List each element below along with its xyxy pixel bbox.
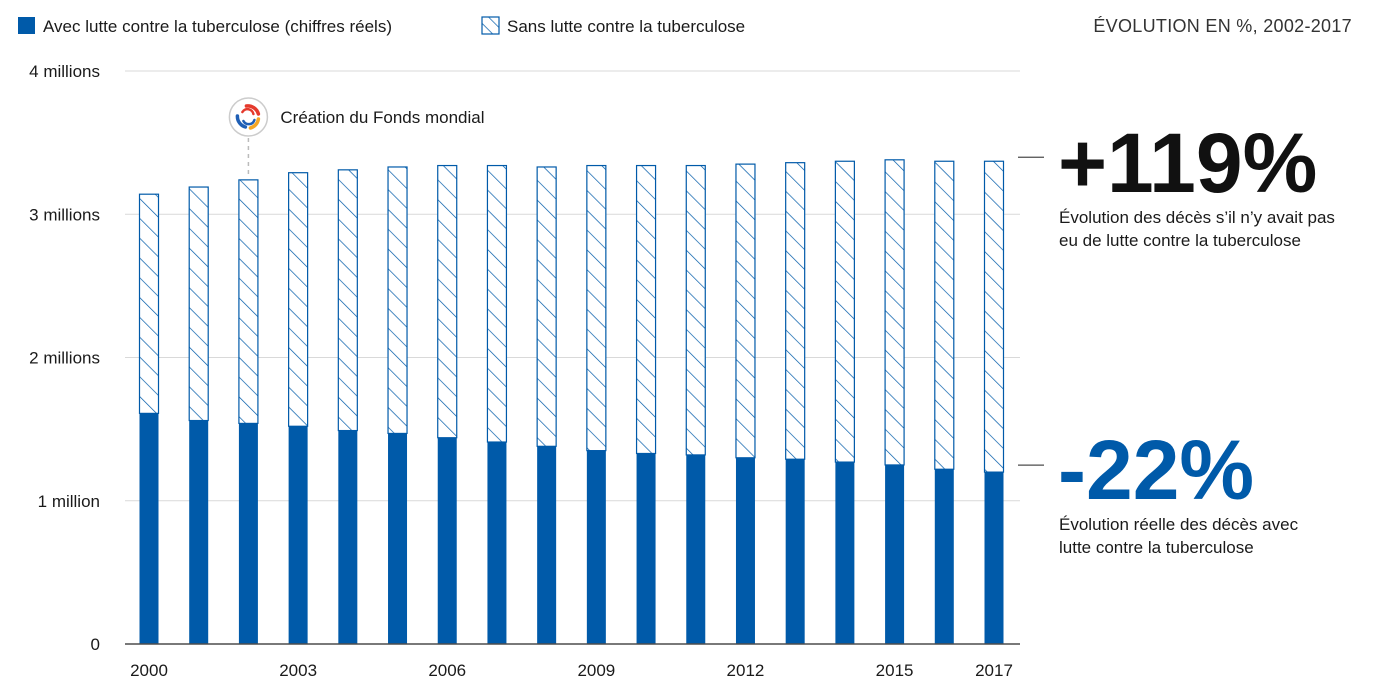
bar-real	[785, 459, 805, 644]
bar-real	[636, 453, 656, 644]
callout-counterfactual: +119% Évolution des décès s’il n’y avait…	[1018, 116, 1335, 250]
bar-counterfactual	[785, 162, 806, 460]
bar-counterfactual	[586, 164, 607, 452]
y-tick-label: 0	[91, 635, 100, 654]
legend-label-counterfactual: Sans lutte contre la tuberculose	[507, 17, 745, 36]
y-tick-label: 1 million	[38, 492, 100, 511]
bar-counterfactual	[238, 179, 259, 424]
bar-counterfactual	[188, 186, 209, 422]
legend: Avec lutte contre la tuberculose (chiffr…	[18, 16, 745, 36]
bar-real	[934, 469, 954, 644]
legend-label-real: Avec lutte contre la tuberculose (chiffr…	[43, 17, 392, 36]
bars	[138, 159, 1005, 644]
callout-counterfactual-desc-1: Évolution des décès s’il n’y avait pas	[1059, 208, 1335, 227]
bar-real	[835, 462, 855, 644]
bar-real	[885, 464, 905, 644]
bar-counterfactual	[337, 169, 358, 432]
bar-counterfactual	[685, 164, 706, 456]
y-tick-label: 3 millions	[29, 205, 100, 224]
y-tick-label: 2 millions	[29, 349, 100, 368]
annotation-label: Création du Fonds mondial	[280, 108, 484, 127]
gridlines	[125, 70, 1020, 502]
global-fund-logo-icon	[228, 97, 269, 137]
callout-real: -22% Évolution réelle des décès avec lut…	[1018, 423, 1299, 557]
bar-real	[338, 430, 358, 644]
legend-swatch-real	[18, 17, 35, 34]
x-axis-ticks: 2000 2003 2006 2009 2012 2015 2017	[130, 661, 1013, 680]
bar-real	[288, 426, 308, 644]
callout-real-value: -22%	[1058, 423, 1254, 517]
bar-real	[735, 457, 755, 644]
y-axis-ticks: 0 1 million 2 millions 3 millions 4 millions	[29, 62, 100, 654]
bar-counterfactual	[884, 159, 905, 466]
bar-real	[487, 442, 507, 644]
x-tick-label: 2009	[577, 661, 615, 680]
bar-counterfactual	[536, 166, 557, 447]
y-tick-label: 4 millions	[29, 62, 100, 81]
x-tick-label: 2006	[428, 661, 466, 680]
x-tick-label: 2012	[727, 661, 765, 680]
bar-real	[139, 413, 159, 644]
bar-real	[189, 420, 209, 644]
x-tick-label: 2017	[975, 661, 1013, 680]
annotation-global-fund: Création du Fonds mondial	[228, 97, 485, 137]
callout-counterfactual-desc-2: eu de lutte contre la tuberculose	[1059, 231, 1301, 250]
callout-real-desc-1: Évolution réelle des décès avec	[1059, 515, 1299, 534]
bar-counterfactual	[387, 166, 408, 435]
legend-swatch-counterfactual	[481, 16, 500, 35]
bar-real	[984, 472, 1004, 644]
bar-real	[686, 454, 706, 644]
bar-real	[238, 423, 258, 644]
callout-counterfactual-value: +119%	[1058, 116, 1317, 210]
bar-counterfactual	[735, 163, 756, 459]
bar-counterfactual	[437, 164, 458, 439]
bar-counterfactual	[288, 172, 309, 427]
bar-counterfactual	[934, 160, 955, 470]
bar-real	[437, 437, 457, 644]
bar-counterfactual	[983, 160, 1005, 473]
bar-real	[537, 446, 557, 644]
bar-counterfactual	[486, 164, 508, 443]
bar-counterfactual	[635, 164, 657, 455]
x-tick-label: 2003	[279, 661, 317, 680]
bar-counterfactual	[834, 160, 855, 463]
x-tick-label: 2015	[876, 661, 914, 680]
bar-real	[388, 433, 408, 644]
bar-real	[586, 450, 606, 644]
bar-counterfactual	[138, 193, 160, 414]
x-tick-label: 2000	[130, 661, 168, 680]
callout-real-desc-2: lutte contre la tuberculose	[1059, 538, 1254, 557]
chart-subtitle: ÉVOLUTION EN %, 2002-2017	[1093, 16, 1352, 36]
